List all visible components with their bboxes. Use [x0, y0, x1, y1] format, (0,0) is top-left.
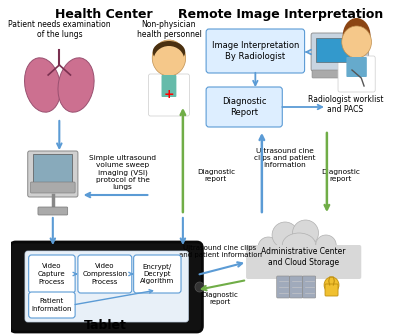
- FancyBboxPatch shape: [325, 284, 338, 296]
- FancyBboxPatch shape: [25, 251, 188, 322]
- Text: Image Interpretation
By Radiologist: Image Interpretation By Radiologist: [212, 41, 299, 61]
- FancyBboxPatch shape: [30, 182, 75, 193]
- Ellipse shape: [292, 220, 318, 246]
- Text: Ultrasound cine
clips and patient
information: Ultrasound cine clips and patient inform…: [254, 148, 316, 168]
- Text: Diagnostic
Report: Diagnostic Report: [222, 97, 266, 117]
- FancyBboxPatch shape: [303, 276, 316, 298]
- Text: Encrypt/
Decrypt
Algorithm: Encrypt/ Decrypt Algorithm: [140, 264, 174, 285]
- Text: Ultrasound cine clips
and patient information: Ultrasound cine clips and patient inform…: [178, 245, 262, 258]
- FancyBboxPatch shape: [148, 74, 189, 116]
- Text: Radiologist worklist
and PACS: Radiologist worklist and PACS: [308, 95, 383, 115]
- Text: Simple ultrasound
volume sweep
imaging (VSI)
protocol of the
lungs: Simple ultrasound volume sweep imaging (…: [89, 155, 156, 189]
- Text: Administrative Center
and Cloud Storage: Administrative Center and Cloud Storage: [262, 247, 346, 267]
- Text: Patient needs examination
of the lungs: Patient needs examination of the lungs: [8, 20, 111, 39]
- Ellipse shape: [282, 233, 316, 257]
- FancyBboxPatch shape: [316, 38, 349, 62]
- FancyBboxPatch shape: [312, 70, 351, 78]
- Text: Remote Image Interpretation: Remote Image Interpretation: [178, 8, 383, 21]
- Text: Video
Capture
Process: Video Capture Process: [38, 264, 66, 285]
- Circle shape: [152, 40, 186, 76]
- FancyBboxPatch shape: [246, 245, 361, 279]
- FancyBboxPatch shape: [29, 292, 75, 318]
- Text: Video
Compression
Process: Video Compression Process: [82, 264, 128, 285]
- Text: Patient
Information: Patient Information: [32, 298, 72, 312]
- FancyBboxPatch shape: [38, 207, 68, 215]
- Text: +: +: [164, 88, 174, 101]
- FancyBboxPatch shape: [338, 56, 375, 92]
- FancyBboxPatch shape: [352, 35, 369, 75]
- FancyBboxPatch shape: [33, 154, 72, 184]
- Ellipse shape: [258, 237, 278, 257]
- FancyBboxPatch shape: [10, 242, 202, 332]
- FancyBboxPatch shape: [134, 255, 181, 293]
- FancyBboxPatch shape: [290, 276, 303, 298]
- FancyBboxPatch shape: [28, 151, 78, 197]
- Circle shape: [342, 26, 372, 58]
- Ellipse shape: [153, 41, 185, 63]
- FancyBboxPatch shape: [346, 57, 367, 77]
- FancyBboxPatch shape: [29, 255, 75, 293]
- Text: Diagnostic
report: Diagnostic report: [197, 168, 235, 181]
- FancyBboxPatch shape: [162, 75, 176, 97]
- FancyBboxPatch shape: [78, 255, 132, 293]
- FancyBboxPatch shape: [277, 276, 290, 298]
- Circle shape: [324, 277, 339, 293]
- Ellipse shape: [316, 235, 336, 255]
- Ellipse shape: [58, 58, 94, 112]
- Text: Non-physician
health personnel: Non-physician health personnel: [136, 20, 201, 39]
- Text: Diagnostic
report: Diagnostic report: [321, 168, 360, 181]
- FancyBboxPatch shape: [206, 87, 282, 127]
- Text: Tablet: Tablet: [84, 319, 127, 332]
- Text: Health Center: Health Center: [55, 8, 153, 21]
- Ellipse shape: [272, 222, 298, 248]
- FancyBboxPatch shape: [311, 33, 354, 71]
- Ellipse shape: [154, 46, 184, 74]
- Ellipse shape: [343, 18, 370, 54]
- Circle shape: [195, 282, 204, 292]
- Ellipse shape: [24, 58, 61, 112]
- Text: Diagnostic
report: Diagnostic report: [202, 292, 238, 305]
- FancyBboxPatch shape: [206, 29, 304, 73]
